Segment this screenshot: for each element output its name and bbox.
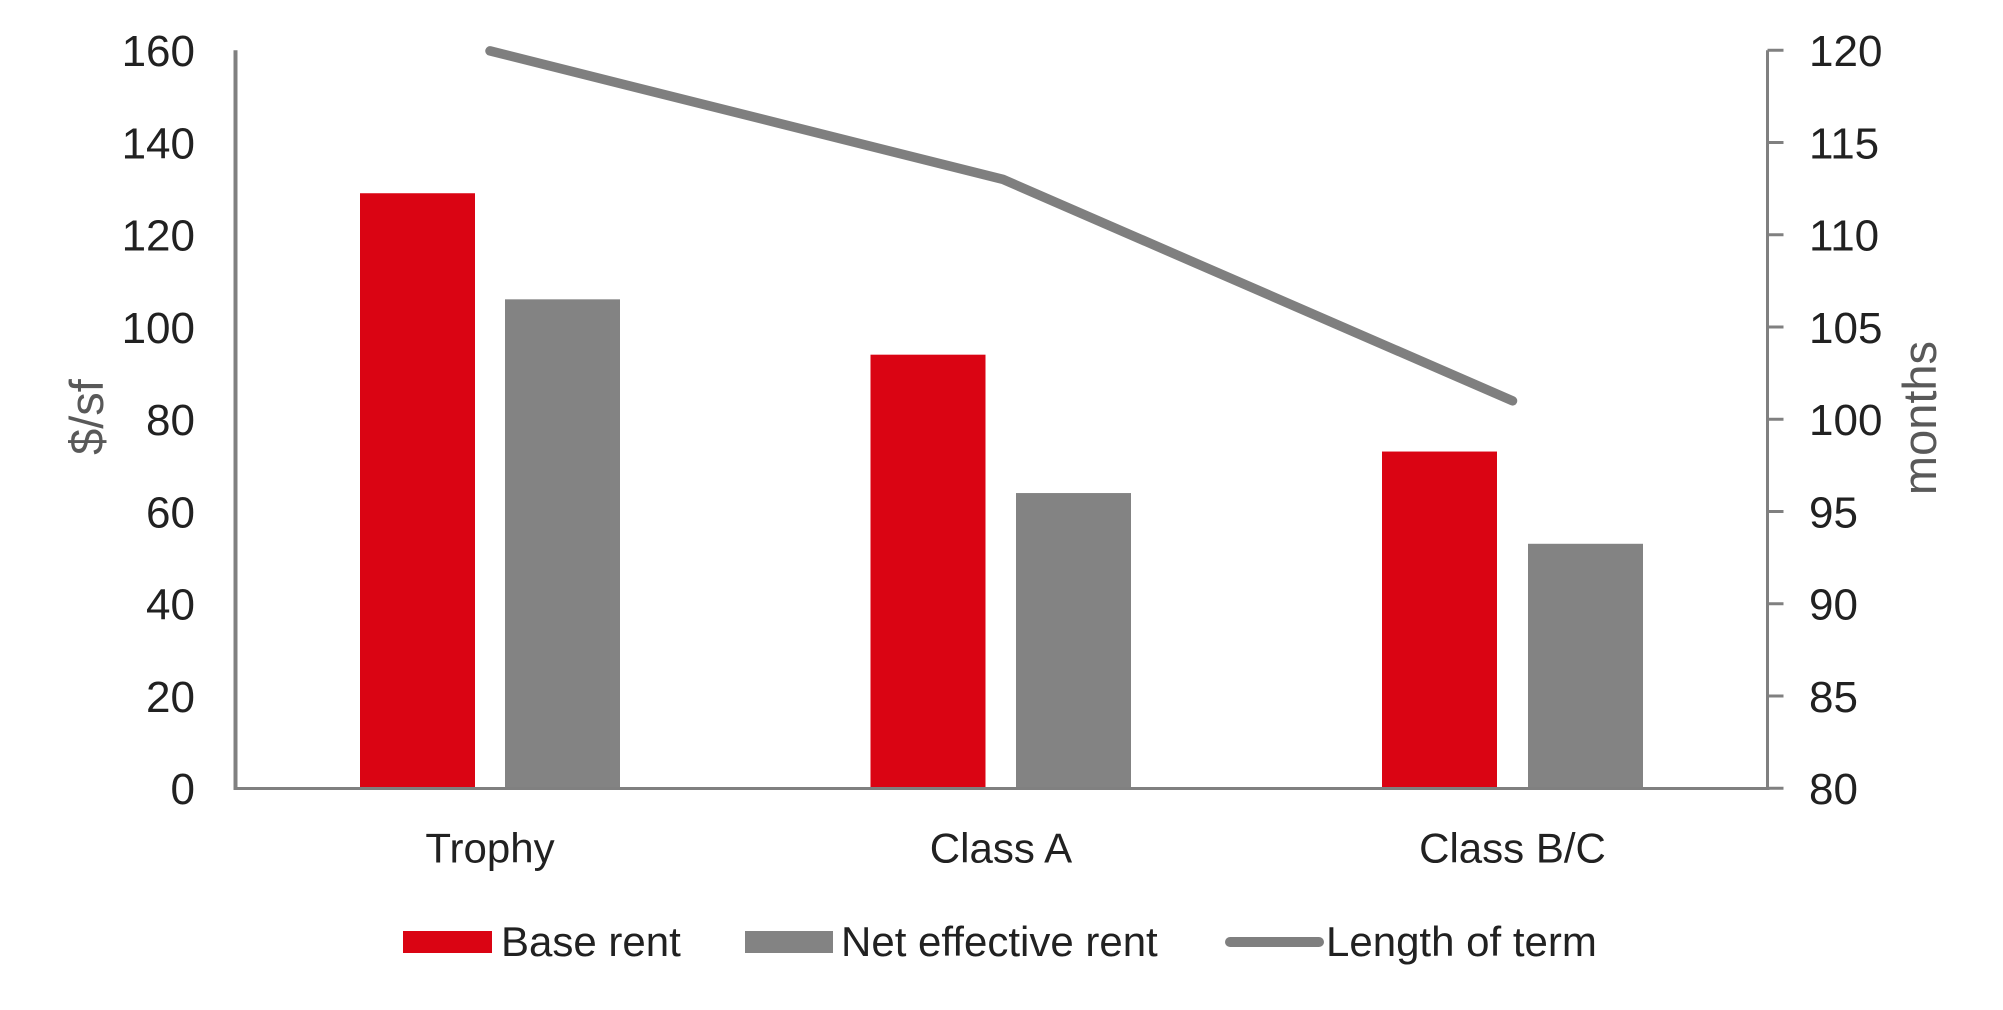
svg-text:120: 120 <box>122 212 195 261</box>
svg-text:160: 160 <box>122 27 195 76</box>
svg-text:months: months <box>1893 341 1946 495</box>
svg-text:80: 80 <box>1809 765 1858 814</box>
svg-text:110: 110 <box>1809 212 1879 261</box>
svg-text:0: 0 <box>171 765 195 814</box>
svg-text:90: 90 <box>1809 581 1858 630</box>
svg-text:Length of term: Length of term <box>1326 918 1597 965</box>
svg-text:Net effective rent: Net effective rent <box>841 918 1158 965</box>
svg-text:60: 60 <box>146 488 195 537</box>
svg-text:40: 40 <box>146 581 195 630</box>
svg-text:140: 140 <box>122 119 195 168</box>
svg-text:85: 85 <box>1809 673 1858 722</box>
svg-text:95: 95 <box>1809 488 1858 537</box>
svg-text:80: 80 <box>146 396 195 445</box>
svg-text:Class A: Class A <box>930 825 1072 872</box>
svg-text:100: 100 <box>122 304 195 353</box>
svg-text:115: 115 <box>1809 119 1879 168</box>
svg-text:20: 20 <box>146 673 195 722</box>
svg-text:100: 100 <box>1809 396 1882 445</box>
svg-text:Class B/C: Class B/C <box>1419 825 1606 872</box>
svg-text:105: 105 <box>1809 304 1882 353</box>
svg-text:Trophy: Trophy <box>425 825 554 872</box>
svg-text:120: 120 <box>1809 27 1882 76</box>
svg-text:$/sf: $/sf <box>60 378 113 455</box>
svg-text:Base rent: Base rent <box>501 918 681 965</box>
